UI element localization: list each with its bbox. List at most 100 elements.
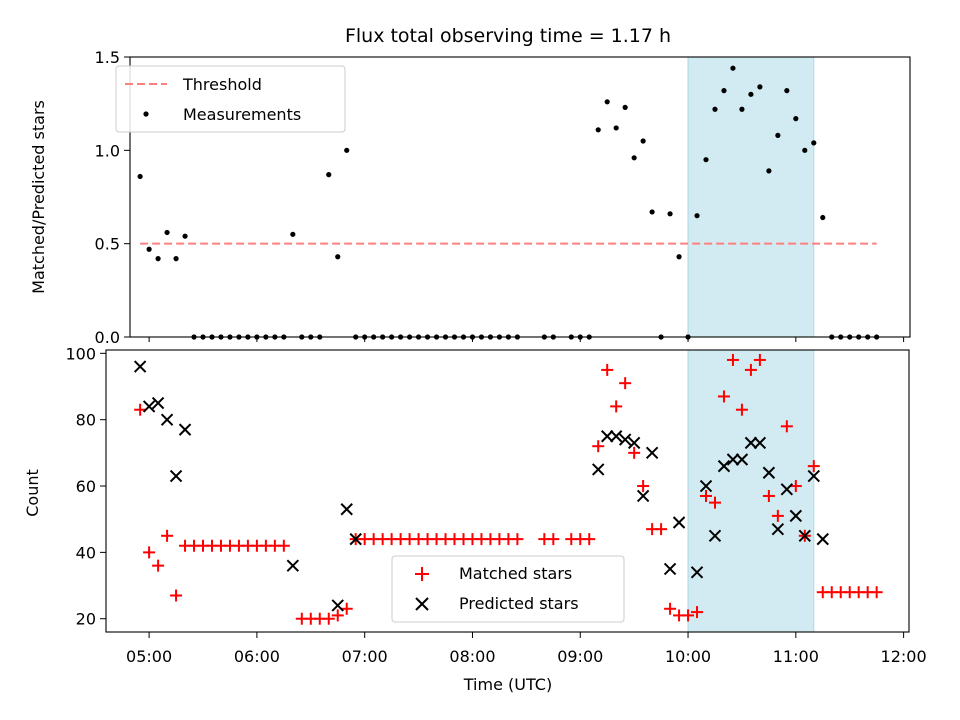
measurement-point bbox=[622, 104, 628, 110]
measurement-point bbox=[802, 147, 808, 153]
bottom-legend-box bbox=[391, 555, 625, 623]
predicted-star-point bbox=[636, 489, 650, 503]
matched-star-point bbox=[511, 533, 524, 546]
matched-star-point bbox=[735, 403, 748, 416]
matched-star-point bbox=[601, 363, 614, 376]
top-highlight-span bbox=[687, 56, 815, 338]
measurement-point bbox=[811, 140, 817, 146]
top-y-tick-label: 0.5 bbox=[95, 235, 120, 254]
chart-title: Flux total observing time = 1.17 h bbox=[345, 25, 671, 47]
top-y-axis-label: Matched/Predicted stars bbox=[29, 100, 48, 294]
matched-star-point bbox=[143, 546, 156, 559]
bottom-y-tick-label: 40 bbox=[76, 543, 96, 562]
predicted-star-point bbox=[618, 433, 632, 446]
measurement-point bbox=[604, 99, 610, 105]
matched-star-point bbox=[655, 523, 668, 536]
predicted-star-point bbox=[798, 529, 812, 542]
matched-star-point bbox=[592, 440, 605, 453]
matched-star-point bbox=[762, 489, 775, 502]
predicted-star-point bbox=[753, 436, 767, 450]
predicted-star-point bbox=[169, 469, 183, 483]
matched-star-point bbox=[322, 612, 335, 625]
measurement-point bbox=[595, 127, 601, 133]
measurements-legend-label: Measurements bbox=[183, 105, 301, 124]
top-y-tick-label: 0.0 bbox=[95, 328, 120, 347]
matched-star-point bbox=[753, 353, 766, 366]
measurement-point bbox=[820, 214, 826, 221]
matched-star-point bbox=[691, 606, 704, 619]
matched-star-point bbox=[547, 533, 560, 546]
bottom-legend: Matched stars Predicted stars bbox=[391, 555, 625, 623]
x-tick-label: 11:00 bbox=[773, 647, 819, 666]
predicted-star-point bbox=[142, 400, 156, 413]
matched-star-point bbox=[807, 460, 820, 473]
x-tick-label: 10:00 bbox=[665, 647, 711, 666]
bottom-y-tick-label: 20 bbox=[76, 610, 96, 629]
predicted-star-point bbox=[592, 463, 605, 476]
predicted-star-point bbox=[807, 469, 820, 483]
predicted-star-point bbox=[151, 396, 165, 410]
bottom-y-tick-label: 80 bbox=[76, 411, 96, 430]
top-y-tick-label: 1.0 bbox=[95, 141, 120, 160]
measurement-point bbox=[757, 84, 763, 90]
x-axis-label: Time (UTC) bbox=[463, 675, 552, 694]
predicted-star-point bbox=[717, 459, 731, 473]
measurement-point bbox=[730, 65, 736, 71]
measurement-point bbox=[155, 256, 161, 262]
top-plot-frame bbox=[129, 56, 911, 338]
matched-star-point bbox=[277, 539, 290, 552]
measurement-point bbox=[766, 168, 772, 174]
measurement-point bbox=[640, 138, 646, 144]
matched-star-point bbox=[619, 377, 632, 390]
matched-star-point bbox=[152, 559, 165, 572]
predicted-star-point bbox=[340, 503, 353, 516]
top-y-tick-label: 1.5 bbox=[95, 48, 120, 67]
matched-star-point bbox=[340, 602, 353, 615]
measurement-point bbox=[712, 106, 718, 112]
matched-star-point bbox=[628, 446, 641, 459]
x-tick-label: 12:00 bbox=[881, 647, 927, 666]
matched-star-point bbox=[610, 400, 623, 413]
predicted-legend-swatch bbox=[415, 597, 429, 611]
matched-star-point bbox=[717, 390, 730, 403]
matched-legend-label: Matched stars bbox=[459, 564, 572, 583]
measurement-point bbox=[326, 172, 332, 178]
bottom-y-axis-label: Count bbox=[23, 469, 42, 517]
measurement-point bbox=[182, 233, 188, 239]
threshold-legend-label: Threshold bbox=[182, 75, 262, 94]
bottom-y-tick-label: 100 bbox=[65, 344, 96, 363]
matched-star-point bbox=[170, 589, 183, 602]
predicted-star-point bbox=[133, 360, 147, 373]
predicted-star-point bbox=[708, 529, 722, 542]
matched-star-point bbox=[682, 609, 695, 622]
predicted-star-point bbox=[762, 466, 776, 479]
matched-star-point bbox=[726, 353, 739, 366]
matched-star-point bbox=[161, 529, 174, 542]
matched-star-point bbox=[789, 480, 802, 493]
measurement-point bbox=[290, 231, 296, 237]
measurement-point bbox=[721, 88, 727, 94]
measurement-point bbox=[775, 132, 781, 138]
matched-star-point bbox=[664, 602, 677, 615]
predicted-star-point bbox=[627, 436, 641, 450]
predicted-star-point bbox=[744, 436, 758, 450]
measurements-legend-swatch bbox=[143, 111, 149, 117]
measurement-point bbox=[703, 157, 709, 163]
matched-star-point bbox=[708, 496, 721, 509]
predicted-star-point bbox=[600, 430, 614, 443]
predicted-star-point bbox=[663, 562, 677, 576]
measurement-point bbox=[137, 173, 143, 180]
matched-star-point bbox=[331, 609, 344, 622]
top-legend-box bbox=[115, 65, 346, 133]
measurement-point bbox=[739, 106, 745, 112]
predicted-star-point bbox=[789, 509, 803, 523]
matched-star-point bbox=[134, 403, 147, 416]
predicted-star-point bbox=[672, 516, 686, 529]
measurement-point bbox=[676, 254, 682, 260]
x-tick-label: 06:00 bbox=[234, 647, 280, 666]
bottom-y-tick-label: 60 bbox=[76, 477, 96, 496]
top-panel: 0.0 0.5 1.0 1.5 Matched/Predicted stars Thr… bbox=[29, 48, 911, 347]
predicted-legend-label: Predicted stars bbox=[459, 594, 579, 613]
measurement-point bbox=[335, 254, 341, 260]
